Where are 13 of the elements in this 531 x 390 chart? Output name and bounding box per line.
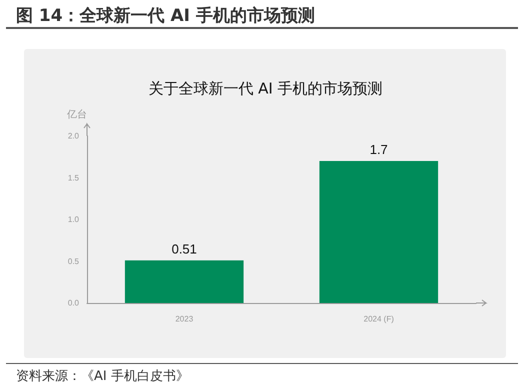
text: 资料来源：《AI 手机白皮书》 (16, 368, 189, 385)
y-tick-label: 2.0 (68, 132, 80, 140)
x-tick-label: 2024 (F) (364, 314, 394, 324)
y-tick-label: 0.5 (68, 256, 80, 266)
data-label: 1.7 (370, 142, 388, 158)
chart-subtitle: 关于全球新一代 AI 手机的市场预测 (148, 80, 383, 98)
y-tick-label: 0.0 (68, 298, 80, 308)
x-tick-label: 2023 (175, 314, 194, 324)
y-tick-label: 1.0 (68, 215, 80, 224)
y-tick-label: 1.5 (68, 173, 80, 182)
y-axis-title: 亿台 (66, 108, 87, 120)
data-label: 0.51 (172, 241, 197, 256)
chart-title: 图 14：全球新一代 AI 手机的市场预测 (16, 5, 315, 27)
